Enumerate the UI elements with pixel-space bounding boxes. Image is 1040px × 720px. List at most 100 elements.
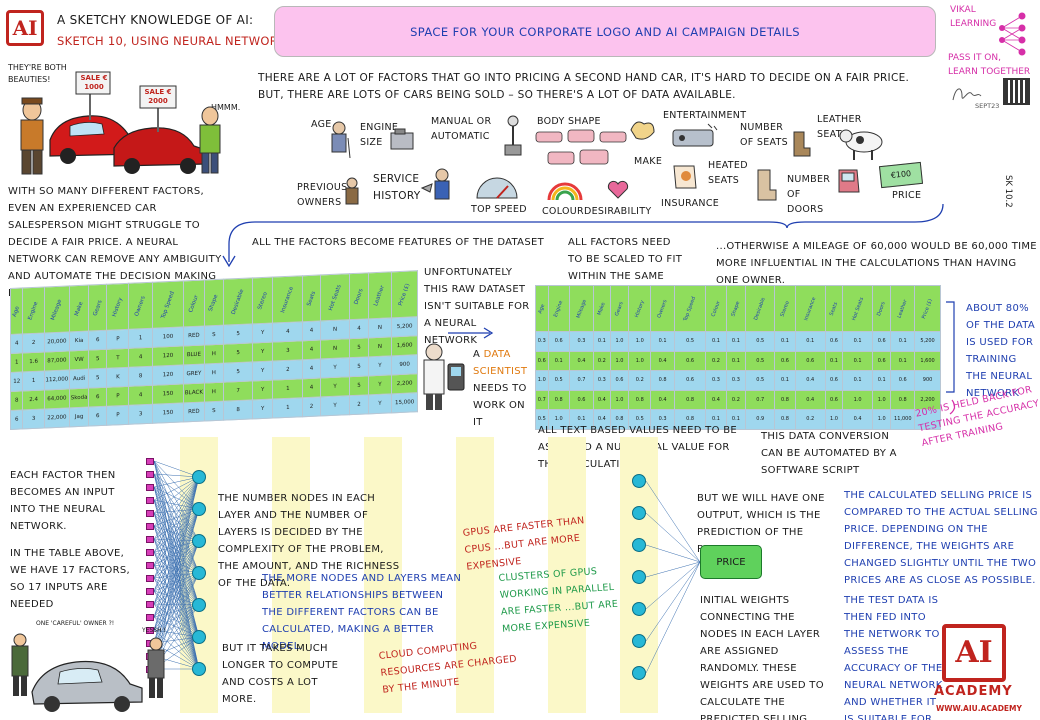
academy-logo-text: AI (955, 635, 993, 670)
connection-line (153, 476, 200, 670)
network-node (192, 598, 206, 612)
connection-line (153, 540, 200, 670)
buyer-icon (147, 637, 165, 698)
input-node (146, 613, 154, 621)
network-node (632, 506, 646, 520)
network-node (632, 666, 646, 680)
factor-age: Age (311, 119, 332, 130)
engine-icon (390, 128, 414, 150)
connection-line (153, 476, 200, 618)
scaled-table-header-cell: Stereo (774, 285, 796, 332)
training-bracket (946, 301, 956, 415)
page-subtitle: Sketch 10, using neural networks (57, 34, 294, 48)
factor-leather: Leather seats (817, 114, 862, 140)
connection-line (153, 476, 200, 527)
old-person-icon (331, 121, 351, 159)
car-door-icon (838, 169, 860, 193)
training-text: About 80% of the data is used for traini… (966, 303, 1035, 399)
scientist-text: A data scientist needs to work on it (473, 346, 533, 431)
scaled-table-header-cell: Desirable (745, 285, 776, 332)
yessh-speech: Yessh ! (142, 627, 166, 634)
scaled-table-cell: 0.2 (794, 409, 826, 430)
scaled-table-header-cell: Engine (547, 285, 570, 332)
connection-line (153, 476, 200, 488)
scaled-table-cell: 1.0 (824, 409, 844, 430)
clusters-text: Clusters of GPUs working in parallel are… (498, 566, 619, 635)
connection-line (153, 476, 200, 501)
speedometer-icon (476, 177, 518, 199)
scientist-post: needs to work on it (473, 383, 527, 428)
input-node (146, 626, 154, 634)
otherwise-text: ...otherwise a mileage of 60,000 would b… (716, 241, 1037, 286)
price-sign-icon (75, 71, 177, 132)
input-node (146, 574, 154, 582)
scaled-table-header-cell: Mileage (568, 285, 595, 332)
input-node (146, 496, 154, 504)
network-node (632, 474, 646, 488)
pass-it-on: Pass it on, (948, 53, 1001, 63)
connection-line (153, 476, 200, 657)
network-node (632, 538, 646, 552)
connection-line (153, 508, 200, 553)
scaled-table-row: 0.7 0.8 0.6 0.4 1.0 0.8 0.4 0.8 0.4 0.2 0.7 0.8 0.4 0… (535, 389, 941, 410)
scaled-table-header-cell: Owners (650, 285, 675, 332)
connection-line (645, 561, 701, 610)
scaled-table-header-cell: Hot Seats (842, 285, 873, 332)
scaled-table-cell: 0.5 (535, 409, 549, 430)
input-node (146, 548, 154, 556)
price-sign-2: Sale € 2000 (144, 88, 172, 105)
weights-text: Initial weights connecting the nodes in … (700, 595, 824, 720)
factor-owners: Previous owners (297, 182, 348, 208)
grey-car-icon (31, 660, 143, 712)
input-node (146, 587, 154, 595)
cow-icon (839, 129, 883, 160)
scaled-table-cell: 2,200 (914, 389, 941, 410)
customer-icon (199, 106, 221, 174)
scaled-table-header-cell: Leather (890, 285, 916, 332)
gear-stick-icon (504, 115, 522, 156)
scaled-table-cell: 1.0 (609, 350, 630, 371)
network-node (632, 634, 646, 648)
logo-banner: Space for your corporate logo and AI cam… (274, 6, 936, 57)
heated-seat-icon (757, 169, 777, 201)
price-output-label: Price (716, 557, 746, 568)
factor-insurance: Insurance (661, 198, 720, 209)
scaled-table-header-cell: History (628, 285, 652, 332)
signature-icon (952, 88, 982, 101)
scientist-highlight: data scientist (473, 349, 528, 377)
speech-left: They're both beauties! (8, 63, 67, 84)
brace-connector (222, 203, 944, 268)
network-node (192, 662, 206, 676)
connection-line (153, 508, 200, 540)
scaled-table-cell: 1,600 (914, 350, 941, 371)
mini-network-icon (999, 12, 1026, 56)
connection-line (645, 512, 701, 563)
data-scientist-icon (423, 343, 465, 410)
salesperson-icon (20, 97, 44, 175)
scientist-pre: A (473, 349, 481, 360)
input-node (146, 535, 154, 543)
input-node (146, 509, 154, 517)
automated-text: This data conversion can be automated by… (761, 431, 897, 476)
scaled-table-header-cell: Gears (609, 285, 630, 332)
hidden-layer-column (548, 437, 586, 713)
input-node (146, 600, 154, 608)
factor-doors: Number of doors (787, 174, 831, 215)
rainbow-icon (547, 182, 583, 201)
input-node (146, 561, 154, 569)
qr-code (1003, 78, 1030, 105)
factor-engine: Engine size (360, 122, 399, 148)
aiu-logo: AI (6, 10, 44, 46)
factor-body: Body shape (537, 116, 601, 127)
scaled-table-header-cell: Colour (705, 285, 727, 332)
scaled-table-cell: 0.1 (547, 350, 570, 371)
network-node (632, 570, 646, 584)
network-node (192, 534, 206, 548)
scaled-table-cell: 0.3 (650, 409, 675, 430)
learn-together: learn together (948, 67, 1031, 77)
heart-icon (607, 180, 629, 199)
test-text: The test data is then fed into the netwo… (844, 595, 943, 720)
connection-line (645, 480, 701, 563)
connection-line (645, 561, 701, 674)
